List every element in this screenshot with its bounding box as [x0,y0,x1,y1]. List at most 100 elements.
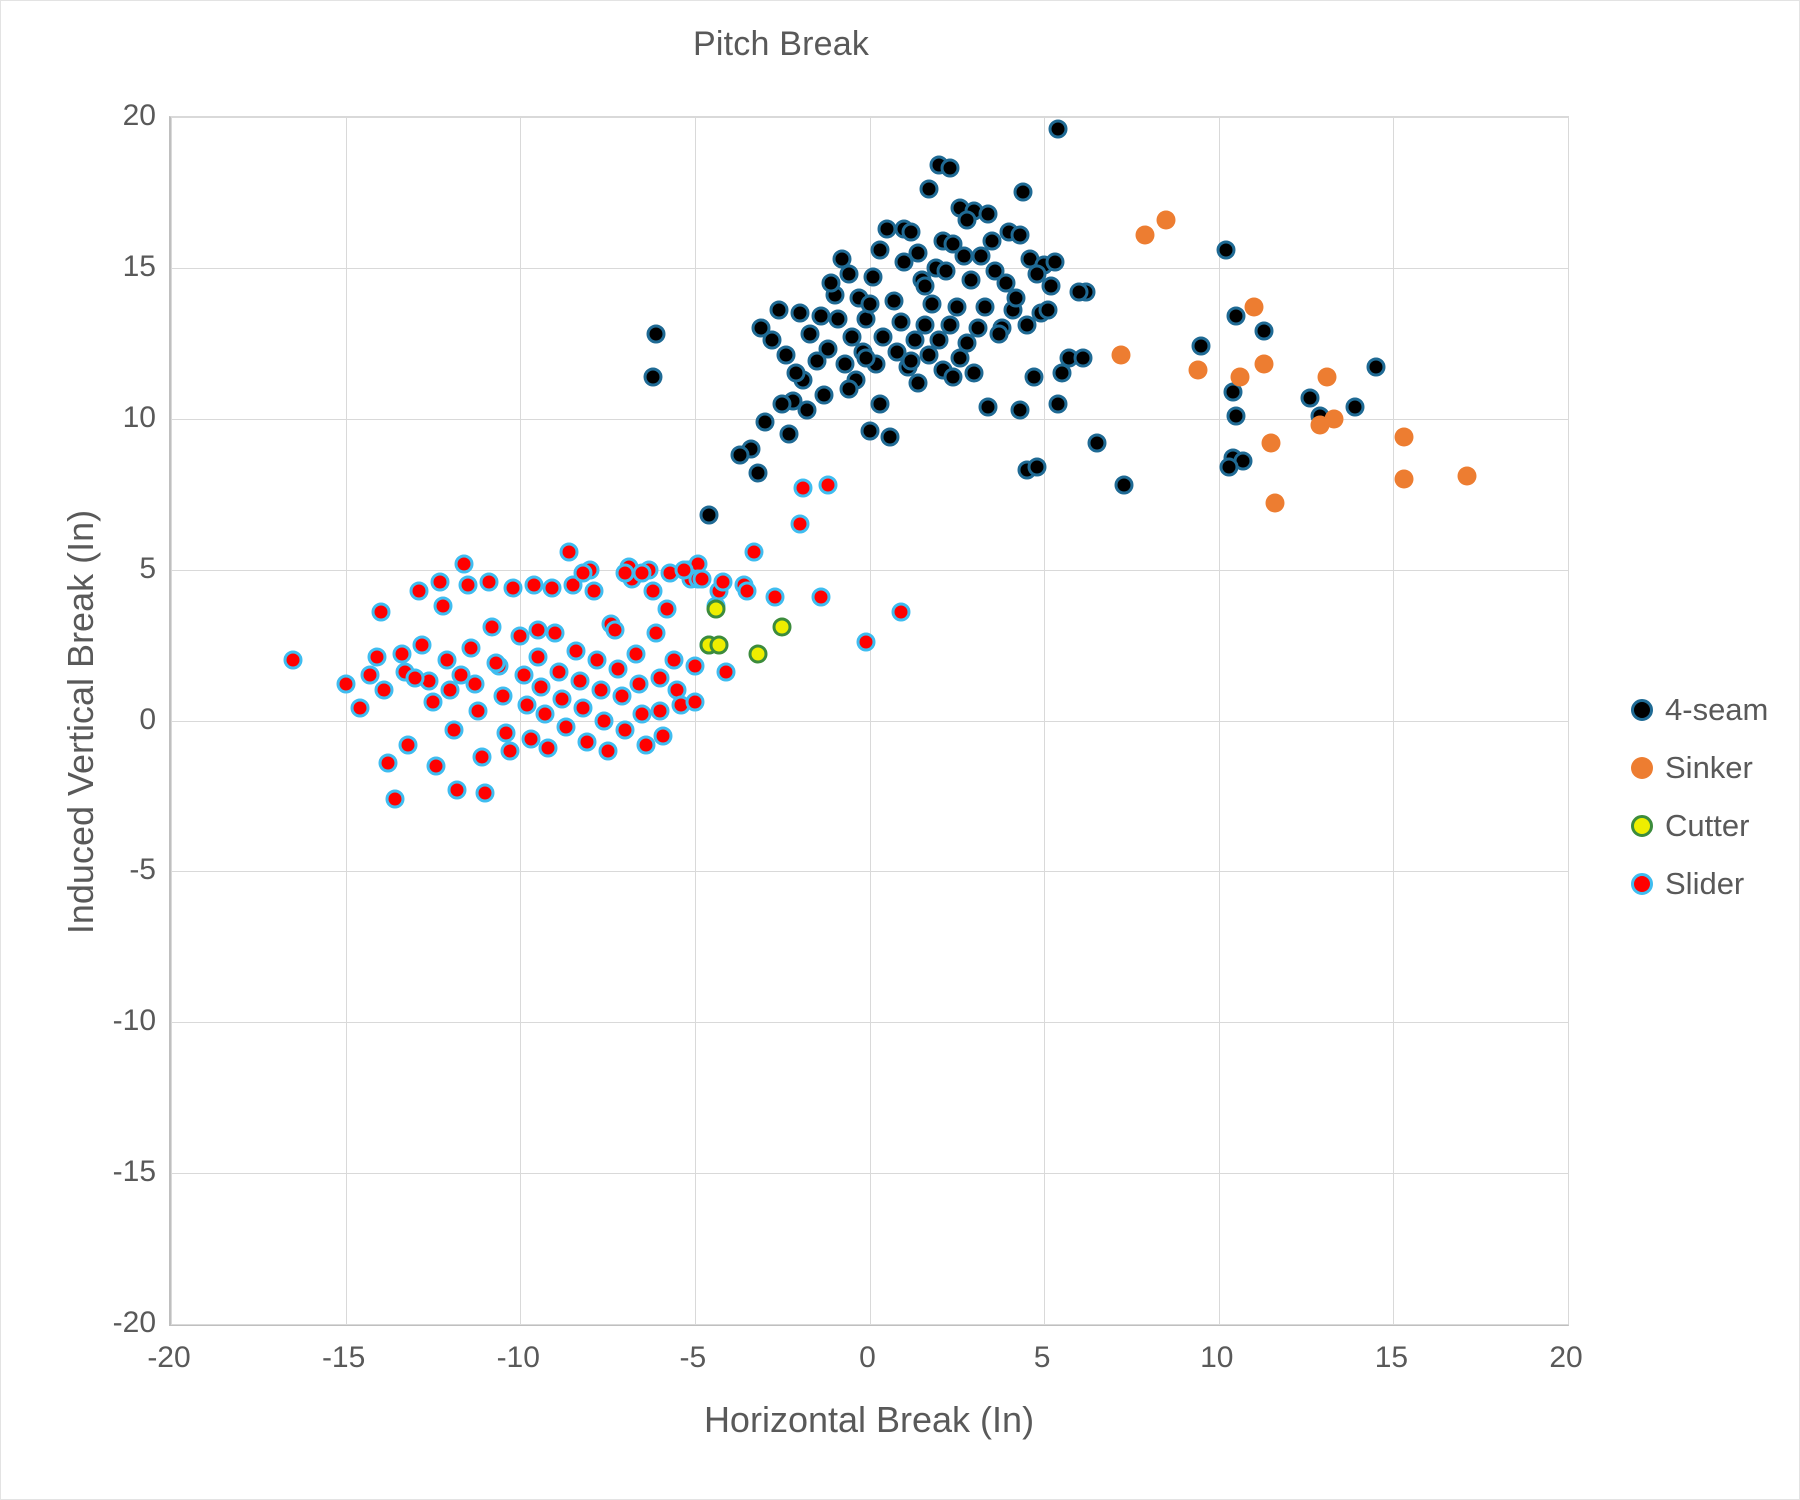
data-point-slider [713,572,733,592]
data-point-slider [793,478,813,498]
y-axis-tick-label: -5 [129,853,156,887]
legend-item-sinker[interactable]: Sinker [1631,739,1791,797]
data-point-slider [538,738,558,758]
y-axis-tick-label: -10 [112,1004,156,1038]
data-point-slider [891,602,911,622]
data-point-slider [790,514,810,534]
data-point-sinker [1156,210,1176,230]
data-point-4-seam [1010,400,1030,420]
data-point-4-seam [839,379,859,399]
data-point-slider [573,563,593,583]
gridline-vertical [345,117,347,1324]
data-point-slider [461,638,481,658]
x-axis-tick-label: 0 [859,1341,876,1374]
data-point-slider [646,623,666,643]
data-point-sinker [1317,367,1337,386]
data-point-4-seam [772,394,792,414]
data-point-4-seam [1027,264,1047,284]
data-point-4-seam [1052,363,1072,383]
data-point-4-seam [748,463,768,483]
data-point-slider [521,729,541,749]
x-axis-tick-label: -10 [496,1341,540,1374]
data-point-slider [398,735,418,755]
data-point-4-seam [961,270,981,290]
data-point-4-seam [1300,388,1320,408]
data-point-4-seam [929,330,949,350]
data-point-slider [426,756,446,776]
legend-item-cutter[interactable]: Cutter [1631,797,1791,855]
data-point-slider [615,720,635,740]
data-point-4-seam [751,318,771,338]
data-point-sinker [1324,409,1344,429]
data-point-slider [465,674,485,694]
data-point-slider [632,704,652,724]
data-point-4-seam [884,291,904,311]
legend-marker-icon [1631,815,1653,837]
data-point-sinker [1394,427,1414,447]
data-point-slider [856,632,876,652]
data-point-slider [378,753,398,773]
data-point-cutter [748,644,768,664]
legend-marker-icon [1631,699,1653,721]
data-point-slider [367,647,387,667]
data-point-4-seam [832,249,852,269]
data-point-slider [552,689,572,709]
data-point-4-seam [790,303,810,323]
data-point-slider [283,650,303,670]
data-point-4-seam [842,327,862,347]
data-point-slider [475,783,495,803]
data-point-sinker [1254,354,1274,374]
data-point-cutter [706,599,726,619]
data-point-slider [479,572,499,592]
data-point-sinker [1244,297,1264,317]
data-point-4-seam [1041,276,1061,296]
data-point-slider [496,723,516,743]
data-point-slider [587,650,607,670]
data-point-slider [657,599,677,619]
legend-item-slider[interactable]: Slider [1631,855,1791,913]
legend-item-label: Slider [1665,866,1745,901]
data-point-4-seam [860,294,879,314]
data-point-4-seam [1006,288,1026,308]
data-point-4-seam [1226,306,1246,326]
data-point-slider [514,665,534,685]
data-point-4-seam [915,315,935,335]
data-point-slider [650,701,670,721]
data-point-4-seam [877,219,897,239]
data-point-slider [643,581,663,601]
data-point-slider [612,686,632,706]
data-point-slider [447,780,467,800]
data-point-sinker [1265,493,1285,513]
data-point-slider [744,542,764,562]
data-point-cutter [709,635,729,655]
data-point-sinker [1135,225,1155,245]
data-point-slider [468,701,488,721]
gridline-vertical [869,117,871,1324]
data-point-4-seam [891,312,911,332]
data-point-slider [573,698,593,718]
data-point-sinker [1457,466,1477,486]
data-point-4-seam [1069,282,1089,302]
data-point-slider [685,692,705,712]
data-point-4-seam [950,348,970,368]
data-point-4-seam [863,267,883,287]
data-point-4-seam [940,315,960,335]
y-axis-tick-labels: 20 15 10 5 0 -5 -10 -15 -20 [61,99,156,1339]
data-point-4-seam [646,324,666,344]
data-point-slider [392,644,411,664]
data-point-slider [503,578,523,598]
legend-item-label: 4-seam [1665,692,1769,727]
legend-item-4-seam[interactable]: 4-seam [1631,681,1791,739]
data-point-sinker [1261,433,1281,453]
data-point-4-seam [699,505,719,525]
data-point-4-seam [880,427,900,447]
y-axis-tick-label: 5 [139,551,156,585]
data-point-slider [493,686,513,706]
data-point-slider [482,617,502,637]
data-point-4-seam [922,294,942,314]
gridline-vertical [171,117,172,1324]
data-point-slider [440,680,460,700]
data-point-slider [545,623,565,643]
data-point-slider [371,602,391,622]
data-point-slider [549,662,569,682]
